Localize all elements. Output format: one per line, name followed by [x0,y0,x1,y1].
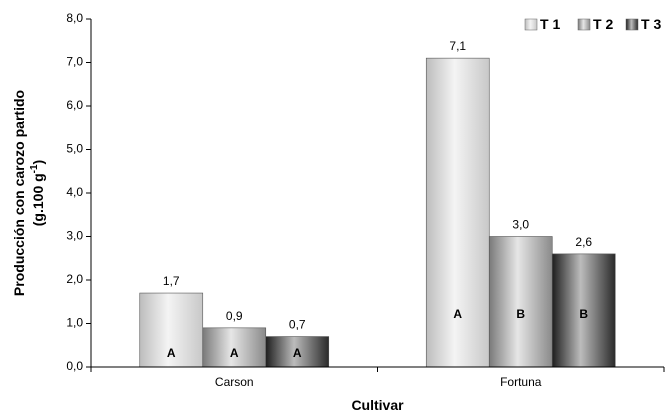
x-tick-label: Carson [215,375,254,389]
legend-swatch [577,18,591,31]
legend-label: T 1 [540,16,560,32]
bar-carson-t3 [265,336,330,368]
y-axis-title-line2: (g.100 g-1) [29,160,46,226]
bar-fortuna-t3 [551,253,616,368]
group-letter: A [167,346,176,360]
legend-swatch [625,18,639,31]
legend: T 1 T 2 T 3 [524,16,661,32]
y-tick-label: 7,0 [66,55,83,69]
data-label: 7,1 [449,39,466,53]
x-axis-title: Cultivar [351,397,404,413]
y-tick-label: 5,0 [66,142,83,156]
x-tick-label: Fortuna [500,375,542,389]
data-label: 0,7 [289,318,306,332]
group-letter: B [516,307,525,321]
legend-label: T 2 [593,16,613,32]
bar-fortuna-t1 [425,57,490,368]
y-axis-title-line1: Producción con carozo partido [11,90,27,296]
bar-carson-t1 [139,292,204,368]
y-tick-label: 6,0 [66,98,83,112]
group-letter: A [293,346,302,360]
y-tick-label: 8,0 [66,11,83,25]
group-letter: B [579,307,588,321]
bar-fortuna-t2 [488,236,553,368]
y-tick-label: 0,0 [66,359,83,373]
y-tick-label: 1,0 [66,316,83,330]
data-label: 0,9 [226,309,243,323]
y-tick-label: 3,0 [66,229,83,243]
data-label: 1,7 [163,274,180,288]
y-axis-title: Producción con carozo partido (g.100 g-1) [11,90,46,296]
group-letter: A [453,307,462,321]
bar-carson-t2 [202,327,267,368]
data-label: 3,0 [512,218,529,232]
axes-layer: 0,0 1,0 2,0 3,0 4,0 5,0 6,0 7,0 8,0 Carson Fortuna… [11,11,665,413]
data-label: 2,6 [575,235,592,249]
y-tick-label: 4,0 [66,185,83,199]
legend-label: T 3 [641,16,661,32]
group-letter: A [230,346,239,360]
y-tick-label: 2,0 [66,272,83,286]
labels-layer: 1,7 A 0,9 A 0,7 A 7,1 A 3,0 B 2,6 B [163,39,593,360]
legend-swatch [524,18,538,31]
bars-layer [139,57,616,368]
